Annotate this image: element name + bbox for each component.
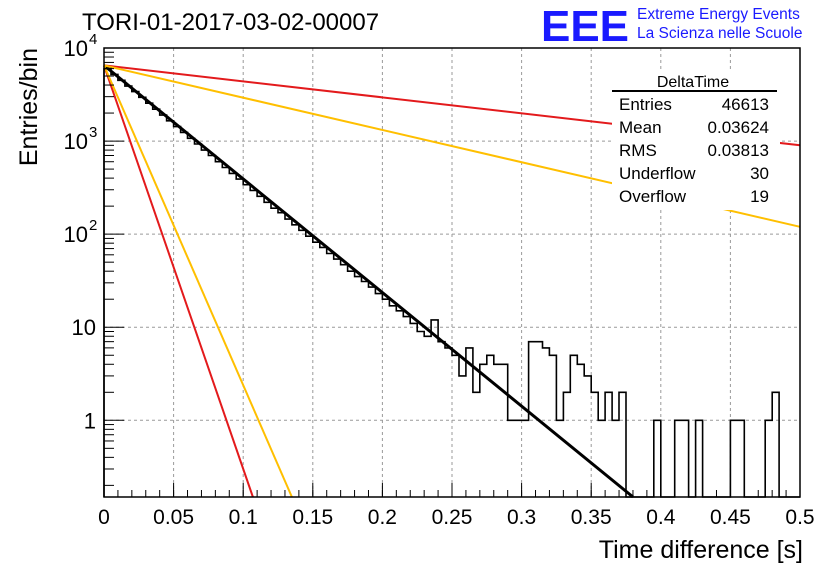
stats-row-value: 30 (750, 164, 769, 183)
y-axis-label: Entries/bin (15, 48, 43, 166)
x-tick-label: 0.45 (710, 506, 751, 529)
chart-title: TORI-01-2017-03-02-00007 (82, 9, 379, 36)
stats-box: DeltaTime Entries 46613 Mean 0.03624 RMS 0.03… (612, 72, 780, 210)
x-tick-label: 0.35 (571, 506, 612, 529)
histogram-outline (103, 67, 800, 498)
logo-line-2: La Scienza nelle Scuole (637, 25, 802, 42)
y-tick-exponent: 3 (89, 124, 97, 141)
stats-row-value: 46613 (722, 95, 769, 114)
stats-row-label: Underflow (619, 164, 696, 183)
y-tick-label: 10 (64, 129, 88, 154)
axis-ticks (103, 47, 801, 497)
x-tick-label: 0.1 (229, 506, 258, 529)
stats-row-label: RMS (619, 141, 657, 160)
x-tick-label: 0.3 (507, 506, 536, 529)
x-tick-label: 0.4 (646, 506, 676, 529)
logo-line-1: Extreme Energy Events (637, 6, 800, 23)
x-tick-label: 0.05 (153, 506, 194, 529)
stats-row-label: Mean (619, 118, 662, 137)
eee-logo: EEE Extreme Energy Events La Scienza nel… (541, 2, 802, 51)
stats-row-label: Entries (619, 95, 672, 114)
x-tick-label: 0 (98, 506, 110, 529)
x-tick-label: 0.25 (432, 506, 473, 529)
x-tick-label: 0.2 (368, 506, 397, 529)
stats-row-value: 0.03624 (708, 118, 769, 137)
stats-row-label: Overflow (619, 187, 687, 206)
stats-row-value: 19 (750, 187, 769, 206)
y-tick-label: 10 (72, 315, 96, 340)
x-axis-label: Time difference [s] (599, 536, 803, 564)
y-tick-label: 10 (64, 222, 88, 247)
histogram-layer (103, 67, 800, 498)
stats-rows: Entries 46613 Mean 0.03624 RMS 0.03813 Underfl… (619, 95, 769, 206)
stats-title: DeltaTime (657, 74, 729, 91)
stats-row-value: 0.03813 (708, 141, 769, 160)
y-tick-exponent: 2 (89, 217, 97, 234)
x-tick-label: 0.5 (785, 506, 814, 529)
x-tick-label: 0.15 (292, 506, 333, 529)
y-tick-label: 1 (84, 408, 96, 433)
reference-line-3 (103, 65, 254, 498)
logo-text: EEE (541, 2, 629, 51)
y-tick-label: 10 (64, 36, 88, 61)
x-tick-labels: 0 0.05 0.1 0.15 0.2 0.25 0.3 0.35 0.4 0.45 0.5 (98, 506, 814, 529)
stats-box-bg (612, 72, 780, 210)
y-tick-exponent: 4 (89, 31, 97, 48)
reference-line-4 (103, 65, 293, 498)
